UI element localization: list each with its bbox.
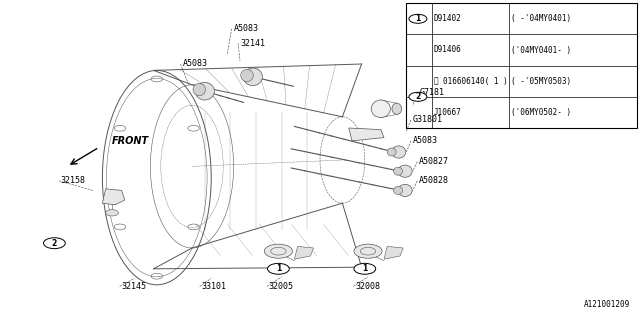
Text: 2: 2 — [52, 239, 57, 248]
Circle shape — [106, 210, 118, 216]
Circle shape — [409, 92, 427, 101]
Ellipse shape — [371, 100, 390, 118]
Text: 1: 1 — [362, 264, 367, 273]
Circle shape — [264, 244, 292, 258]
Circle shape — [354, 263, 376, 274]
Text: ( -'04MY0401): ( -'04MY0401) — [511, 14, 571, 23]
Ellipse shape — [195, 82, 214, 100]
Text: ('04MY0401- ): ('04MY0401- ) — [511, 45, 571, 54]
Polygon shape — [294, 246, 314, 259]
Ellipse shape — [243, 68, 262, 86]
Ellipse shape — [394, 186, 403, 194]
Text: G7181: G7181 — [419, 88, 444, 97]
Text: 32158: 32158 — [61, 176, 86, 185]
Text: J10667: J10667 — [434, 108, 461, 117]
Ellipse shape — [392, 146, 406, 158]
Text: A50827: A50827 — [419, 157, 449, 166]
Text: 1: 1 — [415, 14, 420, 23]
Ellipse shape — [398, 184, 412, 196]
Text: ('06MY0502- ): ('06MY0502- ) — [511, 108, 571, 117]
Circle shape — [354, 244, 382, 258]
Text: 2: 2 — [415, 92, 420, 101]
Circle shape — [409, 14, 427, 23]
Ellipse shape — [392, 103, 402, 114]
Ellipse shape — [193, 84, 205, 96]
Text: 016606140( 1 ): 016606140( 1 ) — [443, 77, 508, 86]
Text: A50828: A50828 — [419, 176, 449, 185]
Text: D91402: D91402 — [434, 14, 461, 23]
Text: G31801: G31801 — [413, 116, 443, 124]
Text: 33101: 33101 — [202, 282, 227, 291]
Ellipse shape — [394, 167, 403, 175]
Text: A121001209: A121001209 — [584, 300, 630, 309]
Ellipse shape — [241, 69, 253, 82]
Polygon shape — [384, 246, 403, 259]
Text: 32141: 32141 — [240, 39, 265, 48]
Circle shape — [44, 238, 65, 249]
Text: 32008: 32008 — [355, 282, 380, 291]
Text: 32005: 32005 — [269, 282, 294, 291]
Text: A5083: A5083 — [413, 136, 438, 145]
Circle shape — [268, 263, 289, 274]
Polygon shape — [349, 128, 384, 141]
Text: 32145: 32145 — [122, 282, 147, 291]
Text: 1: 1 — [276, 264, 281, 273]
Text: Ⓑ: Ⓑ — [434, 77, 438, 86]
Text: A5083: A5083 — [182, 60, 207, 68]
Ellipse shape — [398, 165, 412, 177]
Text: A5083: A5083 — [234, 24, 259, 33]
Text: ( -'05MY0503): ( -'05MY0503) — [511, 77, 571, 86]
Polygon shape — [102, 189, 125, 205]
Text: D91406: D91406 — [434, 45, 461, 54]
Text: FRONT: FRONT — [112, 136, 149, 146]
Ellipse shape — [387, 148, 396, 156]
